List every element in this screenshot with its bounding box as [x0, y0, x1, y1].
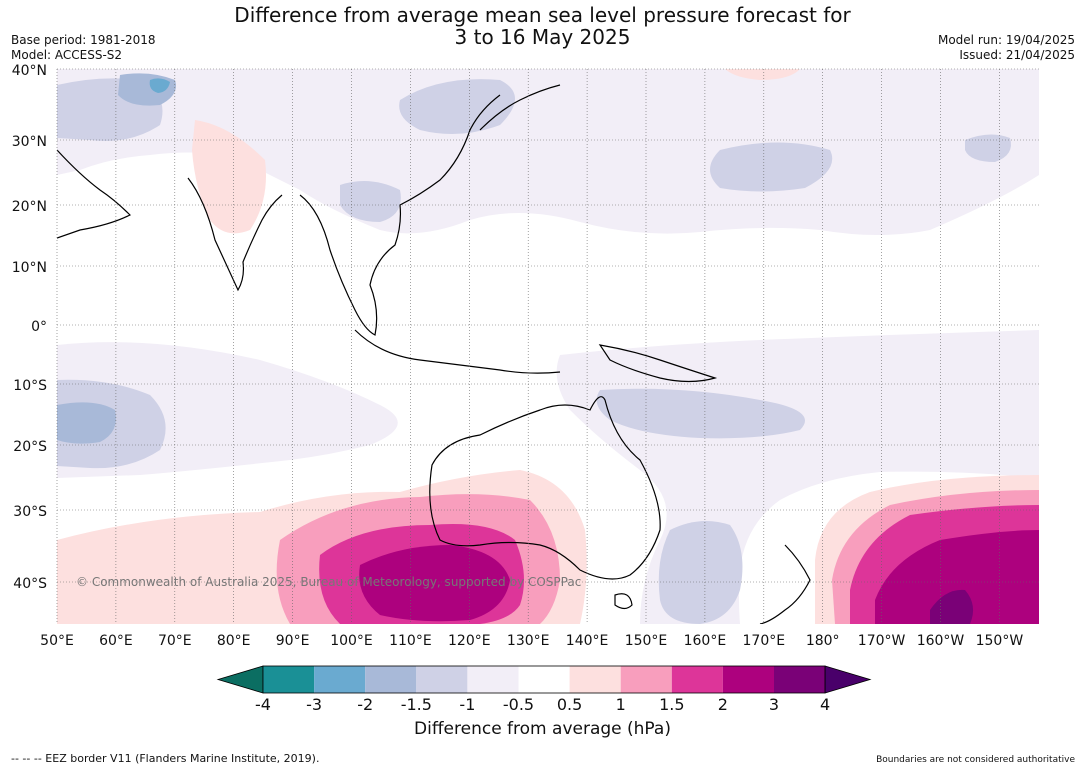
tasmania-coastline [614, 593, 633, 610]
copyright-notice: © Commonwealth of Australia 2025, Bureau… [76, 575, 581, 589]
lat-label: 30°N [12, 134, 47, 150]
colorbar-tick-label: -0.5 [503, 695, 534, 714]
colorbar-tick-label: 4 [820, 695, 830, 714]
colorbar-segment [263, 666, 315, 693]
colorbar-segment [722, 666, 774, 693]
anomaly-region-north-pacific-low [710, 142, 833, 192]
anomaly-region-tasman-low [658, 521, 743, 624]
lat-label: 10°N [12, 260, 47, 276]
colorbar-under-triangle [216, 665, 264, 694]
arabia-coastline [57, 149, 132, 239]
lon-label: 130°E [507, 633, 550, 649]
colorbar-over-triangle [824, 665, 872, 694]
australia-coastline [429, 396, 661, 580]
borneo-sumatra-coastline [354, 329, 561, 374]
colorbar-segment [416, 666, 468, 693]
anomaly-region-south-china-sea-low [340, 181, 401, 222]
model-run-info: Model run: 19/04/2025 Issued: 21/04/2025 [938, 33, 1075, 63]
colorbar-tick-label: -1 [459, 695, 475, 714]
lon-label: 160°W [917, 633, 965, 649]
lon-label: 160°E [684, 633, 727, 649]
title-line-1: Difference from average mean sea level p… [234, 3, 851, 27]
graticule [56, 68, 1039, 624]
colorbar-segment [365, 666, 417, 693]
lon-label: 90°E [276, 633, 310, 649]
colorbar-tick-label: -2 [357, 695, 373, 714]
new-guinea-coastline [598, 344, 718, 383]
japan-coastline [479, 84, 561, 131]
colorbar-tick-label: -1.5 [401, 695, 432, 714]
colorbar-segment [774, 666, 826, 693]
lon-label: 120°E [448, 633, 491, 649]
map-title: Difference from average mean sea level p… [0, 4, 1085, 48]
lon-label: 110°E [389, 633, 432, 649]
anomaly-region-indian-ocean-low-core [57, 402, 116, 444]
longitude-labels: 50°E 60°E 70°E 80°E 90°E 100°E 110°E 120°E 130°E… [40, 633, 1023, 649]
anomaly-region-coral-sea-low [596, 388, 805, 439]
colorbar-tick-label: -4 [255, 695, 271, 714]
boundary-disclaimer: Boundaries are not considered authoritat… [876, 755, 1075, 765]
new-zealand-coastline [759, 544, 811, 624]
anomaly-region-north-high [725, 69, 800, 80]
model-run-date: Model run: 19/04/2025 [937, 33, 1075, 47]
title-line-2: 3 to 16 May 2025 [454, 25, 631, 49]
lat-label: 10°S [13, 378, 47, 394]
lon-label: 50°E [40, 633, 74, 649]
colorbar-segment [467, 666, 519, 693]
colorbar-tick-label: 1.5 [659, 695, 684, 714]
colorbar-tick-label: -3 [306, 695, 322, 714]
lat-label: 40°S [13, 576, 47, 592]
lon-label: 80°E [217, 633, 251, 649]
colorbar-segment [569, 666, 621, 693]
lon-label: 150°W [976, 633, 1024, 649]
latitude-labels: 40°N 30°N 20°N 10°N 0° 10°S 20°S 30°S 40… [12, 63, 47, 592]
colorbar-tick-label: 1 [616, 695, 626, 714]
lon-label: 60°E [99, 633, 133, 649]
india-coastline [187, 177, 283, 292]
issued-date: Issued: 21/04/2025 [959, 48, 1075, 62]
anomaly-region-southeast-pacific-core-high [875, 530, 1039, 624]
lon-label: 170°W [858, 633, 906, 649]
anomaly-region-east-china-low [399, 79, 515, 134]
colorbar-title: Difference from average (hPa) [414, 719, 671, 739]
anomaly-region-himalaya-low-core [149, 78, 170, 93]
lat-label: 30°S [13, 504, 47, 520]
lon-label: 150°E [625, 633, 668, 649]
lon-label: 170°E [743, 633, 786, 649]
colorbar-segment [620, 666, 672, 693]
model-name: Model: ACCESS-S2 [11, 48, 123, 62]
colorbar-tick-label: 0.5 [557, 695, 582, 714]
southeast-asia-coastline [299, 94, 501, 336]
colorbar-segment [671, 666, 723, 693]
lat-label: 20°N [12, 199, 47, 215]
lon-label: 140°E [566, 633, 609, 649]
lon-label: 100°E [330, 633, 373, 649]
colorbar-frame [262, 665, 826, 694]
colorbar-tick-label: 3 [769, 695, 779, 714]
colorbar-segment [518, 666, 570, 693]
lat-label: 40°N [12, 63, 47, 79]
lat-label: 0° [31, 319, 47, 335]
anomaly-region-southern-ocean-core-high [359, 545, 510, 622]
lat-label: 20°S [13, 439, 47, 455]
colorbar-segment [314, 666, 366, 693]
lon-label: 70°E [158, 633, 192, 649]
eez-legend: -- -- -- EEZ border V11 (Flanders Marine… [11, 752, 320, 765]
base-period-info: Base period: 1981-2018 Model: ACCESS-S2 [11, 33, 156, 63]
anomaly-region-north-pacific [57, 69, 1039, 235]
lon-label: 180° [806, 633, 840, 649]
pressure-anomaly-field [57, 69, 1039, 624]
coastlines [57, 84, 811, 624]
base-period: Base period: 1981-2018 [11, 33, 156, 47]
colorbar: -4 -3 -2 -1.5 -1 -0.5 0.5 1 1.5 2 3 4 [216, 665, 872, 714]
colorbar-tick-label: 2 [718, 695, 728, 714]
